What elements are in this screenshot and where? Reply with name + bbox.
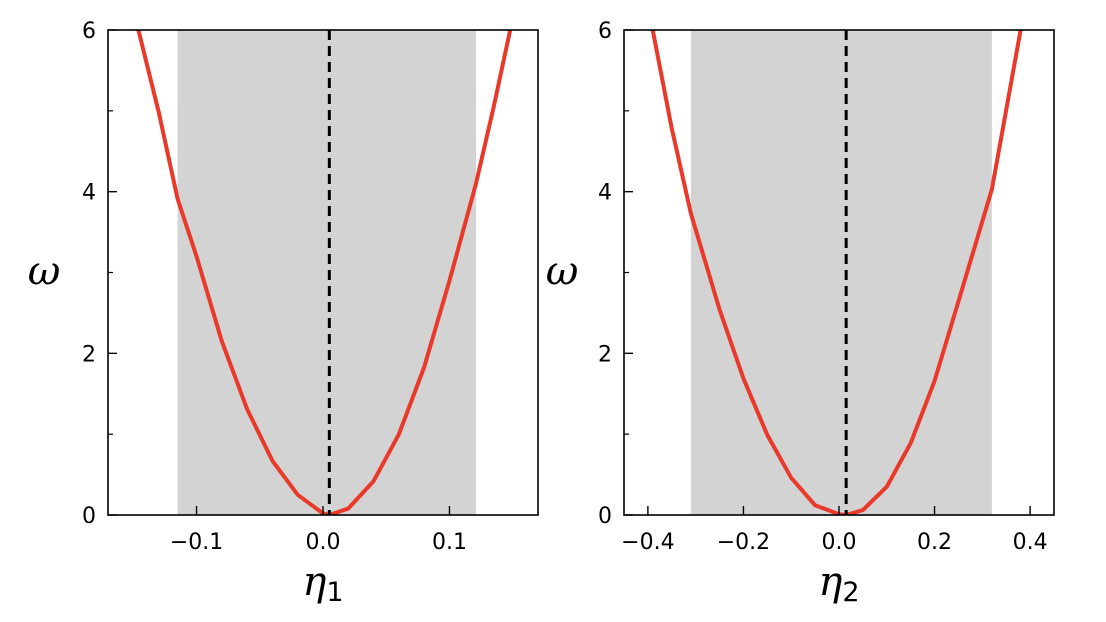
y-axis-label: ω [28, 249, 61, 295]
y-tick-label: 0 [598, 504, 612, 529]
y-tick-label: 6 [82, 19, 96, 44]
y-tick-label: 6 [598, 19, 612, 44]
x-axis-label-symbol: η [302, 559, 326, 605]
x-tick-label: 0.4 [1013, 530, 1048, 555]
panel-eta1: −0.1 0.0 0.1 0 2 4 6 ω η1 [28, 19, 539, 608]
y-axis-label: ω [546, 249, 579, 295]
x-axis-label: η2 [818, 559, 859, 608]
x-tick-label: −0.4 [621, 530, 674, 555]
y-tick-label: 4 [82, 181, 96, 206]
x-tick-label: −0.1 [170, 530, 223, 555]
y-tick-label: 2 [82, 342, 96, 367]
y-tick-label: 0 [82, 504, 96, 529]
x-tick-label: 0.1 [432, 530, 467, 555]
x-tick-label: −0.2 [717, 530, 770, 555]
x-axis-label-subscript: 1 [326, 577, 343, 608]
x-axis-label-subscript: 2 [842, 577, 859, 608]
x-axis-label: η1 [302, 559, 343, 608]
shaded-band [177, 30, 477, 515]
shaded-band [690, 30, 992, 515]
y-tick-label: 2 [598, 342, 612, 367]
y-tick-label: 4 [598, 181, 612, 206]
x-tick-label: 0.2 [917, 530, 952, 555]
x-tick-label: 0.0 [822, 530, 857, 555]
x-tick-label: 0.0 [306, 530, 341, 555]
x-axis-label-symbol: η [818, 559, 842, 605]
